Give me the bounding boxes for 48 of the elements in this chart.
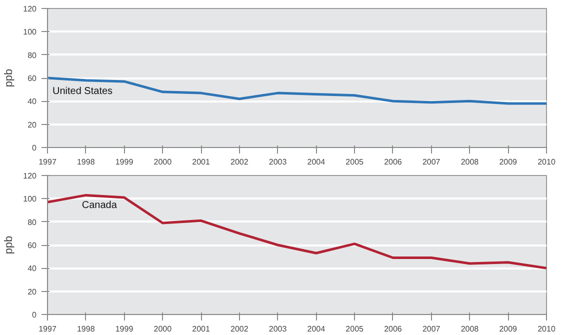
y-tick-label: 60	[28, 74, 38, 83]
x-tick-label: 1998	[76, 324, 96, 334]
x-tick-label: 2005	[346, 324, 364, 334]
x-tick-label: 2004	[307, 158, 326, 166]
x-tick-label: 2006	[384, 158, 402, 166]
y-tick-label: 120	[23, 172, 38, 180]
x-tick-label: 2002	[230, 324, 249, 334]
x-tick-label: 2003	[268, 158, 288, 166]
x-tick-label: 2000	[154, 324, 172, 334]
y-axis-title: ppb	[3, 68, 16, 88]
x-tick-label: 1999	[115, 158, 134, 166]
x-tick-label: 2002	[230, 158, 249, 166]
y-tick-label: 40	[28, 97, 38, 106]
x-tick-label: 2001	[192, 158, 210, 166]
x-tick-label: 1998	[76, 158, 96, 166]
line-series	[48, 194, 546, 270]
x-tick-label: 2008	[460, 324, 480, 334]
y-tick-label: 60	[28, 241, 38, 250]
y-tick-label: 20	[28, 120, 38, 130]
x-tick-label: 2010	[538, 158, 556, 166]
x-tick-label: 1999	[115, 324, 134, 334]
x-tick-label: 2000	[154, 158, 172, 166]
x-tick-label: 2010	[538, 324, 556, 334]
y-tick-label: 80	[28, 218, 38, 227]
series-label: Canada	[82, 200, 118, 212]
x-tick-label: 2007	[422, 324, 441, 334]
x-tick-label: 2001	[192, 324, 210, 334]
x-tick-label: 2008	[460, 158, 480, 166]
y-tick-label: 80	[28, 50, 38, 60]
y-tick-label: 0	[32, 310, 38, 320]
x-tick-label: 2009	[499, 324, 518, 334]
x-tick-label: 2005	[346, 158, 364, 166]
y-tick-label: 100	[23, 28, 38, 37]
y-tick-label: 0	[32, 144, 38, 152]
x-tick-label: 2003	[268, 324, 288, 334]
x-tick-label: 2009	[499, 158, 518, 166]
y-axis-title: ppb	[3, 236, 16, 254]
x-tick-label: 1997	[38, 324, 57, 334]
y-tick-label: 40	[28, 264, 38, 274]
y-tick-label: 120	[23, 4, 38, 14]
series-label: United States	[52, 86, 113, 97]
line-series	[48, 76, 546, 105]
y-tick-label: 100	[23, 194, 38, 204]
x-tick-label: 2004	[307, 324, 326, 334]
x-tick-label: 2007	[422, 158, 441, 166]
y-tick-label: 20	[28, 287, 38, 296]
x-tick-label: 1997	[38, 158, 57, 166]
x-tick-label: 2006	[384, 324, 402, 334]
